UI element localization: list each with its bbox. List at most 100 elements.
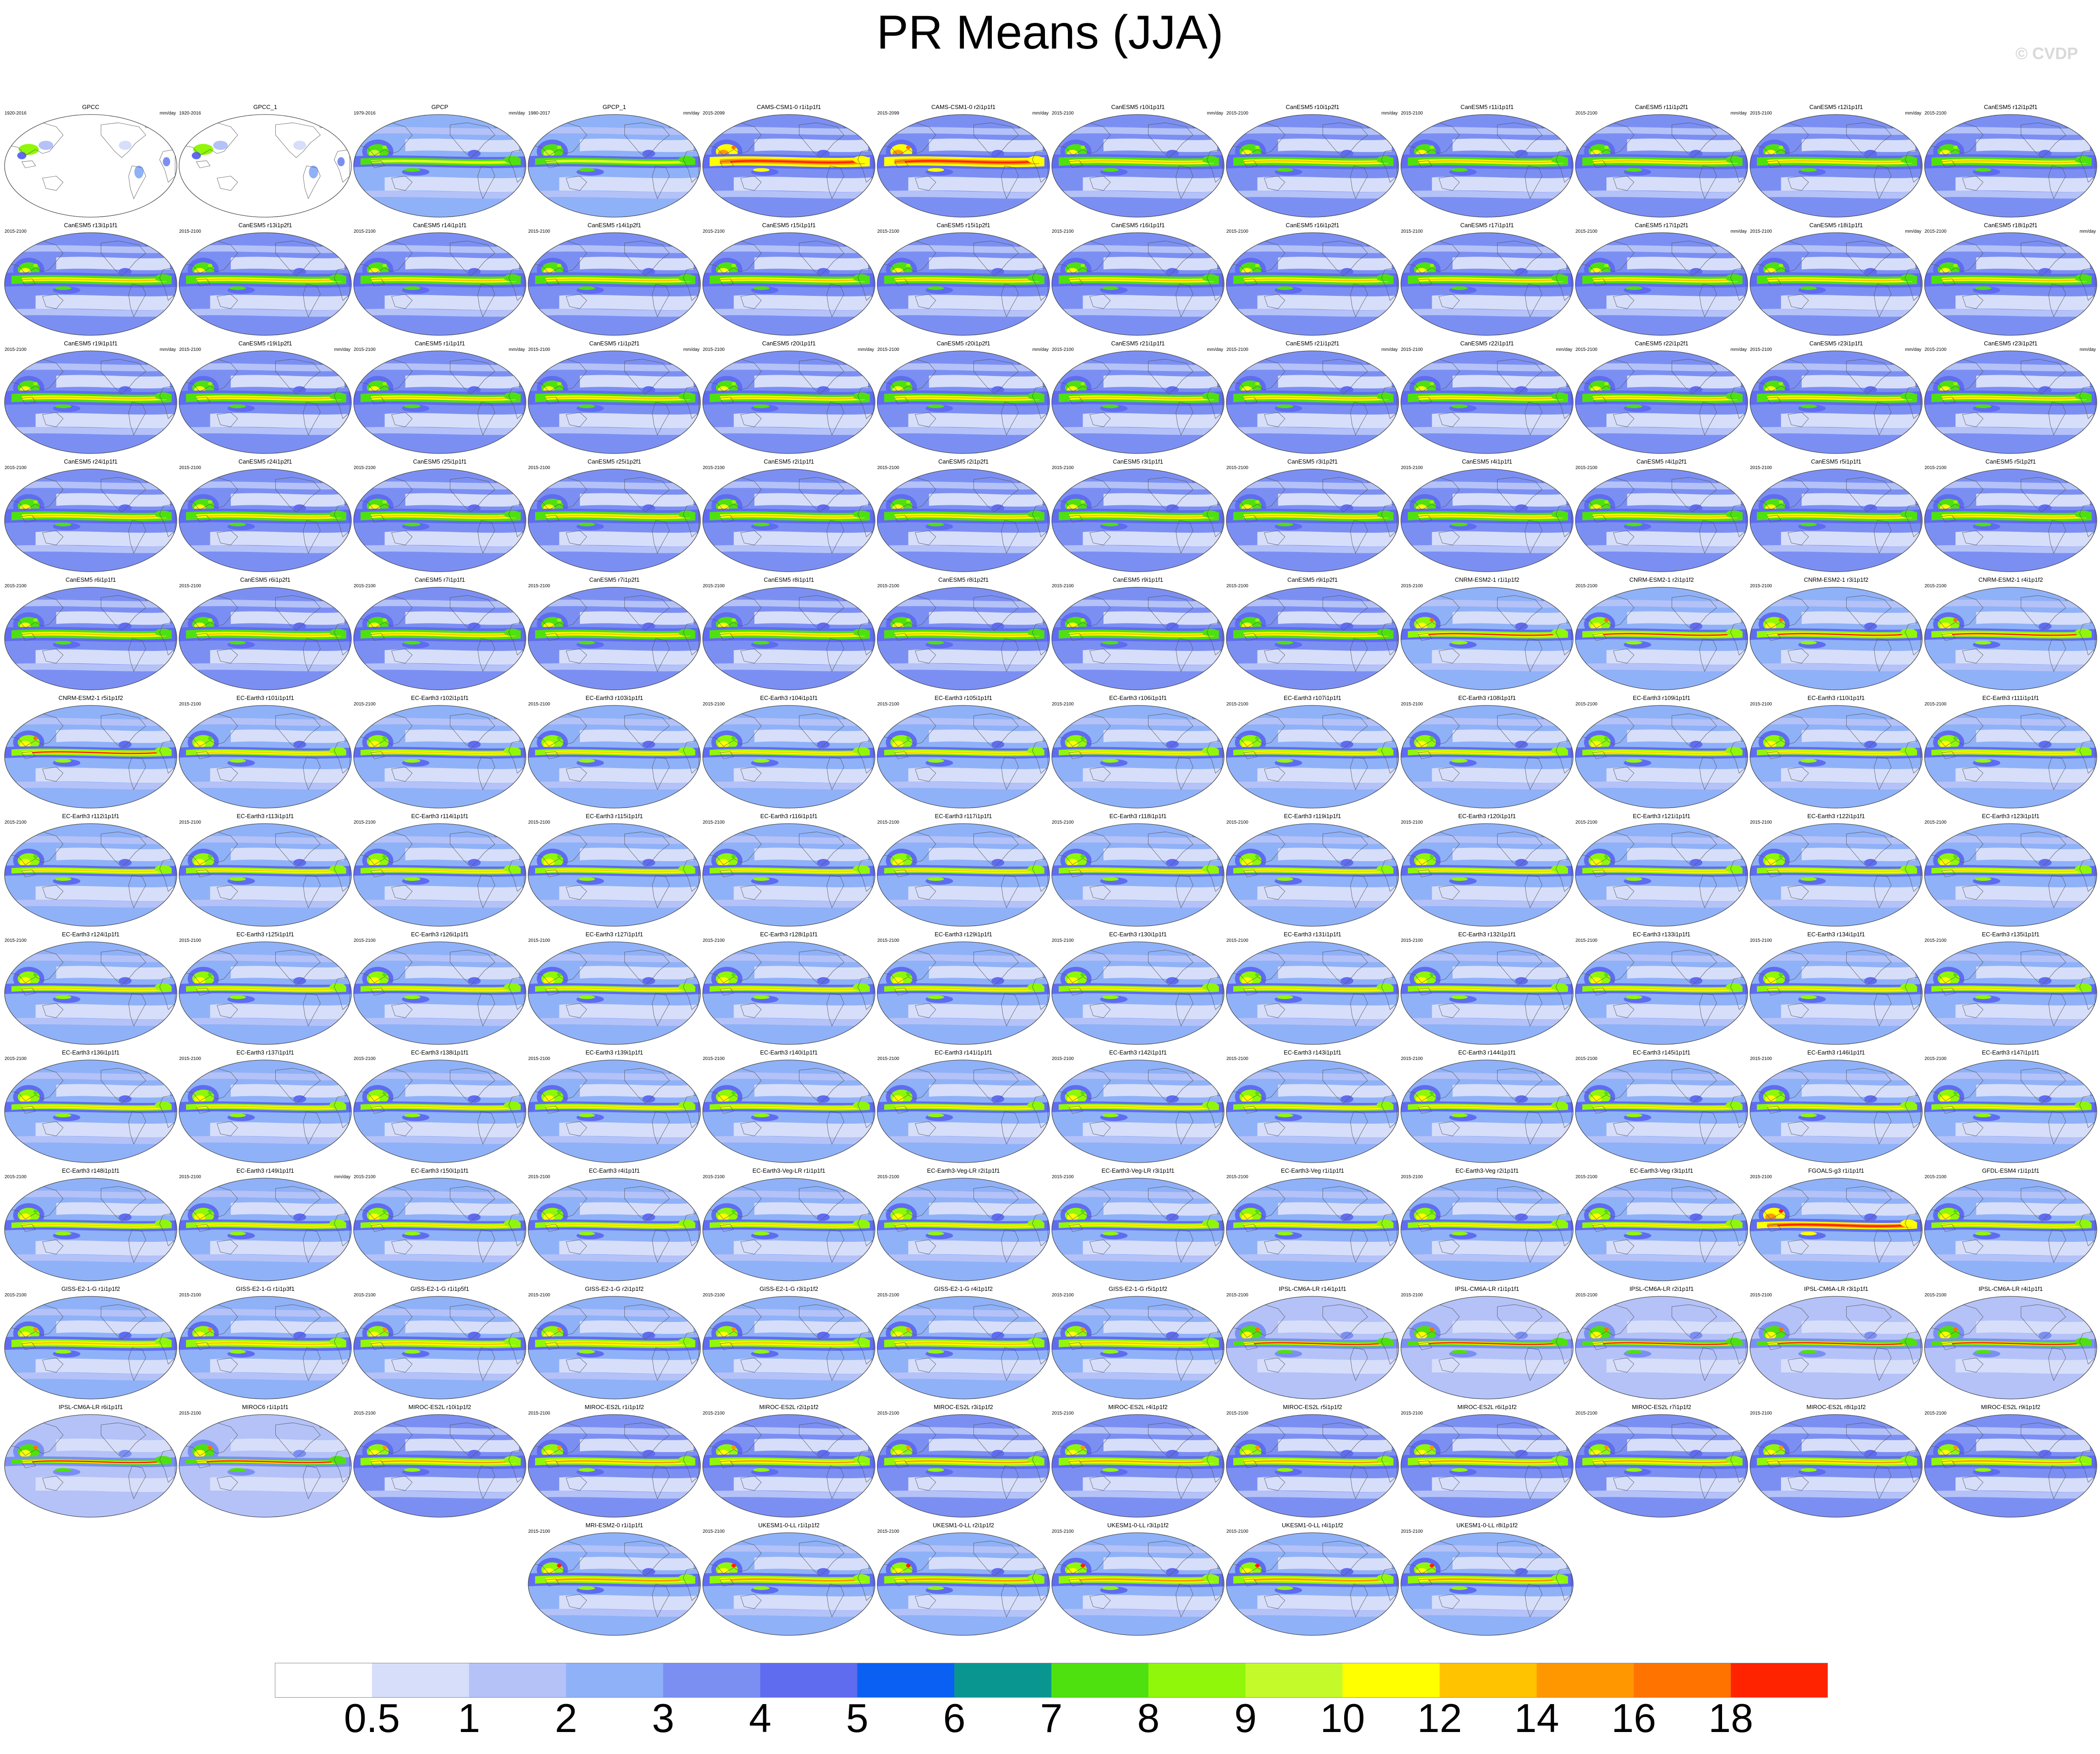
dry-zone-north bbox=[754, 847, 868, 861]
central-america-precip bbox=[1166, 977, 1179, 985]
spcz-region bbox=[1625, 759, 1642, 763]
precip-map bbox=[179, 114, 352, 218]
central-america-precip bbox=[817, 386, 830, 394]
atlantic-itcz bbox=[1900, 1219, 1917, 1227]
precip-map bbox=[353, 350, 526, 454]
spcz-region bbox=[927, 995, 944, 999]
dry-zone-north bbox=[56, 966, 170, 979]
map-panel: CanESM5 r22i1p1f1 2015-2100 mm/day bbox=[1400, 340, 1574, 458]
atlantic-itcz bbox=[1725, 274, 1742, 282]
precip-map bbox=[877, 1296, 1050, 1399]
central-america-precip bbox=[2039, 268, 2052, 276]
dry-zone-south bbox=[210, 1358, 348, 1374]
coastline bbox=[1699, 520, 1717, 554]
panel-title: EC-Earth3 r139i1p1f1 bbox=[585, 1049, 643, 1056]
dry-zone-south bbox=[1432, 767, 1570, 783]
spcz-region bbox=[578, 1350, 595, 1354]
precip-map bbox=[1226, 941, 1399, 1045]
spcz-region bbox=[1974, 404, 1991, 408]
atlantic-itcz bbox=[1376, 1338, 1393, 1345]
precip-map bbox=[1575, 1296, 1748, 1399]
central-america-precip bbox=[1515, 741, 1528, 749]
map-border bbox=[4, 232, 177, 336]
monsoon-core bbox=[382, 382, 387, 386]
map-panel: CanESM5 r23i1p2f1 2015-2100 mm/day bbox=[1924, 340, 2098, 458]
colorbar-tick-label: 9 bbox=[1234, 1695, 1257, 1741]
monsoon-core bbox=[557, 1445, 562, 1449]
dry-zone-north bbox=[405, 493, 519, 507]
atlantic-itcz bbox=[154, 983, 171, 991]
itcz-band bbox=[1603, 633, 1731, 636]
coastline bbox=[1874, 520, 1892, 554]
dry-zone-north bbox=[405, 257, 519, 270]
dry-zone-south bbox=[210, 767, 348, 783]
coastline bbox=[42, 294, 64, 309]
spcz-region bbox=[1451, 995, 1468, 999]
precip-map bbox=[528, 1060, 701, 1163]
coastline bbox=[652, 638, 670, 672]
coastline bbox=[1613, 175, 1635, 191]
coastline bbox=[450, 240, 495, 276]
central-america-precip bbox=[1515, 386, 1528, 394]
coastline bbox=[1148, 477, 1193, 513]
storm-track-north bbox=[362, 600, 526, 608]
coastline bbox=[370, 515, 385, 523]
spcz-region bbox=[578, 995, 595, 999]
map-panel: CanESM5 r15i1p1f1 2015-2100 bbox=[702, 222, 876, 340]
central-america-precip bbox=[293, 1332, 306, 1339]
spcz-region bbox=[229, 759, 246, 763]
panel-title: MIROC-ES2L r9i1p1f2 bbox=[1981, 1404, 2040, 1410]
map-panel: GISS-E2-1-G r4i1p1f2 2015-2100 bbox=[876, 1285, 1050, 1404]
coastline bbox=[1068, 160, 1083, 168]
dry-zone-south bbox=[1432, 1004, 1570, 1020]
coastline bbox=[1497, 595, 1542, 631]
coastline bbox=[1788, 412, 1809, 427]
map-border bbox=[179, 350, 352, 454]
coastline bbox=[1766, 397, 1782, 404]
spcz-region bbox=[1276, 1231, 1293, 1235]
map-panel: CanESM5 r11i1p1f1 2015-2100 bbox=[1400, 104, 1574, 222]
central-america-precip bbox=[642, 859, 656, 867]
monsoon-core bbox=[1080, 1091, 1085, 1095]
monsoon-core bbox=[382, 973, 387, 977]
dry-zone-south bbox=[1257, 767, 1395, 783]
dry-zone-south bbox=[384, 531, 523, 547]
monsoon-core bbox=[731, 263, 736, 268]
dry-zone-south bbox=[908, 767, 1046, 783]
dry-zone-south bbox=[35, 767, 174, 783]
spcz-region bbox=[1800, 1113, 1817, 1117]
map-border bbox=[1924, 469, 2097, 572]
panel-title: EC-Earth3 r134i1p1f1 bbox=[1807, 931, 1865, 938]
central-america-precip bbox=[293, 268, 306, 276]
map-panel: CanESM5 r1i1p2f1 2015-2100 mm/day bbox=[527, 340, 701, 458]
itcz-band bbox=[1254, 396, 1382, 400]
spcz-region bbox=[1276, 1113, 1293, 1117]
colorbar-swatch bbox=[1537, 1663, 1634, 1698]
monsoon-core bbox=[1953, 618, 1958, 622]
coastline bbox=[1417, 633, 1433, 641]
central-america-precip bbox=[1515, 268, 1528, 276]
dry-zone-north bbox=[56, 1438, 170, 1452]
coastline bbox=[450, 122, 495, 158]
central-america-precip bbox=[293, 504, 306, 512]
dry-zone-north bbox=[1452, 257, 1566, 270]
storm-track-south bbox=[179, 663, 351, 672]
monsoon-core bbox=[557, 1091, 562, 1095]
panel-title: CanESM5 r10i1p1f1 bbox=[1111, 104, 1165, 110]
dry-zone-north bbox=[1278, 493, 1392, 507]
panel-title: CanESM5 r3i1p1f1 bbox=[1113, 458, 1163, 465]
storm-track-north bbox=[1409, 245, 1573, 253]
coastline bbox=[275, 122, 321, 158]
map-panel: GPCC 1920-2016 mm/day bbox=[4, 104, 178, 222]
coastline bbox=[826, 165, 844, 199]
spcz-region bbox=[1974, 522, 1991, 526]
monsoon-core bbox=[1778, 145, 1783, 149]
coastline bbox=[1788, 530, 1809, 546]
panel-title: CanESM5 r25i1p2f1 bbox=[587, 458, 641, 465]
precip-map bbox=[1051, 469, 1225, 572]
panel-title: CanESM5 r14i1p1f1 bbox=[413, 222, 467, 229]
precip-map bbox=[4, 1296, 177, 1399]
precip-map bbox=[702, 114, 875, 218]
atlantic-itcz bbox=[1551, 983, 1568, 991]
coastline bbox=[1941, 397, 1956, 404]
